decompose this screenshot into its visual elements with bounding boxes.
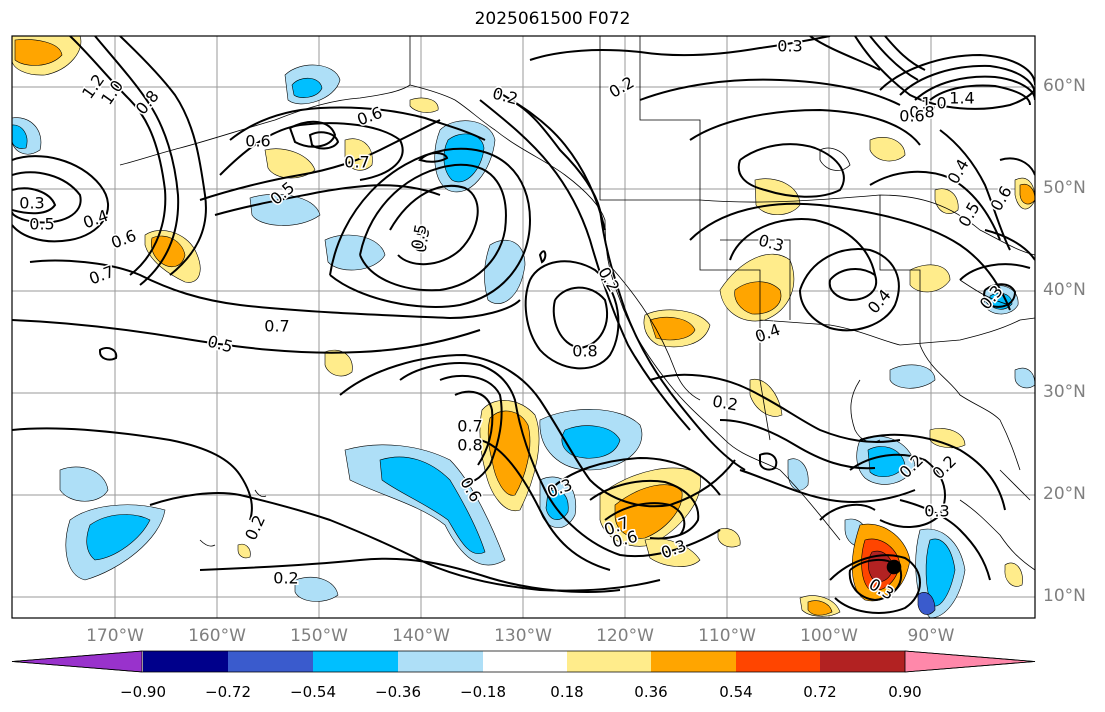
contour-label: 0.7 bbox=[457, 417, 482, 436]
lon-label: 150°W bbox=[290, 626, 348, 646]
colorbar-tick: 0.54 bbox=[719, 683, 753, 701]
lon-label: 130°W bbox=[494, 626, 552, 646]
lon-label: 120°W bbox=[596, 626, 654, 646]
map-title: 2025061500 F072 bbox=[474, 9, 631, 29]
contour-label: 0.5 bbox=[410, 226, 433, 254]
lon-label: 90°W bbox=[907, 626, 955, 646]
lat-label: 50°N bbox=[1043, 178, 1086, 198]
lat-label: 40°N bbox=[1043, 280, 1086, 300]
contour-label: 1.4 bbox=[949, 89, 974, 108]
contour-label: 0.3 bbox=[757, 231, 787, 256]
contour-label: 0.8 bbox=[132, 87, 163, 119]
colorbar-tick: 0.72 bbox=[803, 683, 837, 701]
contour-label: 0.8 bbox=[457, 436, 482, 455]
lon-label: 100°W bbox=[800, 626, 858, 646]
contour-label: 0.6 bbox=[987, 183, 1016, 215]
contour-label: 0.2 bbox=[241, 512, 269, 543]
colorbar bbox=[11, 650, 1036, 673]
contour-label: 0.6 bbox=[354, 103, 384, 130]
contour-label: 0.4 bbox=[944, 156, 973, 188]
contour-label: 0.5 bbox=[29, 215, 54, 234]
contour-label: 0.6 bbox=[245, 132, 270, 151]
colorbar-swatch bbox=[567, 651, 651, 672]
contour-label: 0.3 bbox=[19, 194, 44, 213]
contour-label: 0.8 bbox=[909, 103, 934, 122]
colorbar-swatch bbox=[398, 651, 483, 672]
contour-label: 0.7 bbox=[344, 153, 369, 172]
contour-label: 1.0 bbox=[921, 94, 946, 113]
colorbar-swatch bbox=[143, 651, 228, 672]
lat-label: 10°N bbox=[1043, 586, 1086, 606]
contour-label: 0.6 bbox=[108, 226, 138, 253]
lat-label: 20°N bbox=[1043, 484, 1086, 504]
colorbar-swatch bbox=[736, 651, 820, 672]
contour-label: 0.8 bbox=[572, 342, 597, 361]
coastlines bbox=[119, 36, 1035, 571]
contour-label: 0.5 bbox=[206, 332, 236, 357]
colorbar-swatch bbox=[820, 651, 905, 672]
contour-label: 0.6 bbox=[899, 107, 924, 126]
colorbar-swatch bbox=[483, 651, 567, 672]
colorbar-tick: 0.90 bbox=[888, 683, 922, 701]
colorbar-swatch bbox=[313, 651, 398, 672]
contour-labels: 1.21.0 0.80.60.70.50.60.50.30.5 0.40.60.70… bbox=[18, 35, 1017, 605]
colorbar-min-extend bbox=[11, 650, 143, 673]
height-contours bbox=[12, 36, 1035, 614]
contour-label: 0.7 bbox=[264, 317, 289, 336]
colorbar-tick: −0.36 bbox=[375, 683, 421, 701]
lat-label: 60°N bbox=[1043, 76, 1086, 96]
lon-label: 170°W bbox=[86, 626, 144, 646]
colorbar-max-extend bbox=[904, 650, 1036, 673]
lon-label: 140°W bbox=[392, 626, 450, 646]
contour-label: 0.4 bbox=[752, 320, 782, 347]
colorbar-tick: −0.72 bbox=[205, 683, 251, 701]
colorbar-tick: 0.36 bbox=[634, 683, 668, 701]
colorbar-swatch bbox=[228, 651, 313, 672]
lon-label: 160°W bbox=[188, 626, 246, 646]
contour-label: 0.3 bbox=[777, 37, 802, 56]
contour-label: 0.4 bbox=[80, 206, 110, 233]
contour-label: 0.5 bbox=[407, 223, 430, 251]
contour-label: 0.2 bbox=[929, 452, 960, 483]
colorbar-outline bbox=[11, 650, 1036, 673]
colorbar-tick: −0.54 bbox=[290, 683, 336, 701]
lon-label: 110°W bbox=[698, 626, 756, 646]
contour-label: 0.2 bbox=[711, 391, 739, 414]
contour-label: 0.2 bbox=[273, 569, 298, 588]
colorbar-tick: 0.18 bbox=[550, 683, 584, 701]
lat-label: 30°N bbox=[1043, 382, 1086, 402]
colorbar-tick: −0.90 bbox=[120, 683, 166, 701]
plot-frame bbox=[11, 35, 1036, 619]
colorbar-tick: −0.18 bbox=[460, 683, 506, 701]
colorbar-swatch bbox=[651, 651, 736, 672]
contour-label: 0.3 bbox=[924, 502, 949, 521]
contour-label: 0.2 bbox=[606, 73, 638, 102]
